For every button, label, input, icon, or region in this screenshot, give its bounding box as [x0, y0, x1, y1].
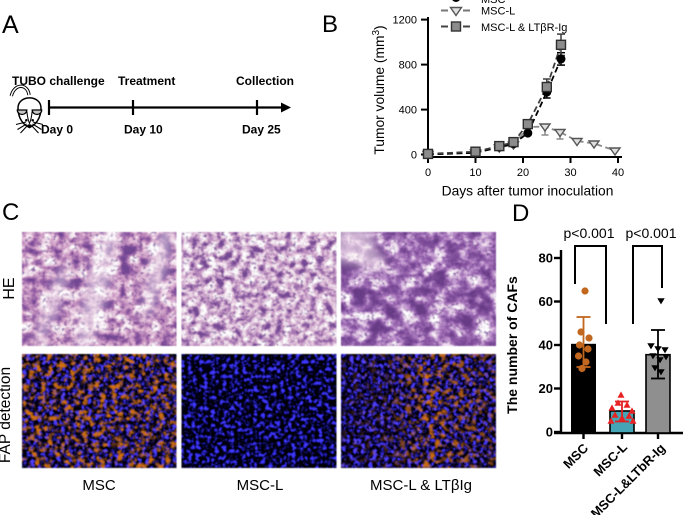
svg-text:MSC: MSC [82, 477, 116, 494]
svg-text:D: D [512, 200, 529, 227]
svg-text:Treatment: Treatment [118, 74, 175, 88]
svg-text:40: 40 [612, 167, 624, 179]
svg-text:0: 0 [411, 150, 417, 162]
svg-text:Day 25: Day 25 [242, 123, 281, 137]
svg-text:400: 400 [399, 105, 417, 117]
svg-text:MSC: MSC [560, 440, 591, 471]
svg-text:10: 10 [469, 167, 481, 179]
svg-text:Collection: Collection [236, 74, 294, 88]
svg-text:C: C [2, 199, 19, 226]
svg-text:30: 30 [564, 167, 576, 179]
svg-text:Tumor volume (mm3): Tumor volume (mm3) [371, 25, 387, 154]
svg-text:20: 20 [517, 167, 529, 179]
svg-text:MSC-L & LTβIg: MSC-L & LTβIg [370, 477, 472, 494]
svg-text:Day 0: Day 0 [41, 123, 73, 137]
svg-text:B: B [322, 11, 338, 38]
svg-text:Days after tumor inoculation: Days after tumor inoculation [442, 184, 614, 199]
svg-text:HE: HE [1, 277, 18, 299]
svg-text:p<0.001: p<0.001 [564, 225, 615, 241]
svg-text:p<0.001: p<0.001 [626, 225, 677, 241]
svg-text:MSC-L & LTβR-Ig: MSC-L & LTβR-Ig [481, 22, 567, 34]
svg-text:MSC: MSC [481, 0, 506, 6]
svg-text:800: 800 [399, 60, 417, 72]
svg-text:TUBO challenge: TUBO challenge [12, 74, 105, 88]
svg-text:The number of CAFs: The number of CAFs [504, 276, 520, 414]
svg-text:FAP detection: FAP detection [0, 367, 14, 463]
svg-text:0: 0 [425, 167, 431, 179]
svg-text:80: 80 [539, 251, 553, 266]
svg-text:A: A [2, 11, 19, 39]
svg-text:MSC-L: MSC-L [481, 6, 515, 18]
svg-text:Day 10: Day 10 [124, 123, 163, 137]
svg-text:0: 0 [546, 425, 553, 440]
svg-text:MSC-L: MSC-L [237, 477, 284, 494]
svg-text:1200: 1200 [393, 15, 417, 27]
svg-text:60: 60 [539, 294, 553, 309]
svg-text:40: 40 [539, 338, 553, 353]
svg-text:20: 20 [539, 381, 553, 396]
